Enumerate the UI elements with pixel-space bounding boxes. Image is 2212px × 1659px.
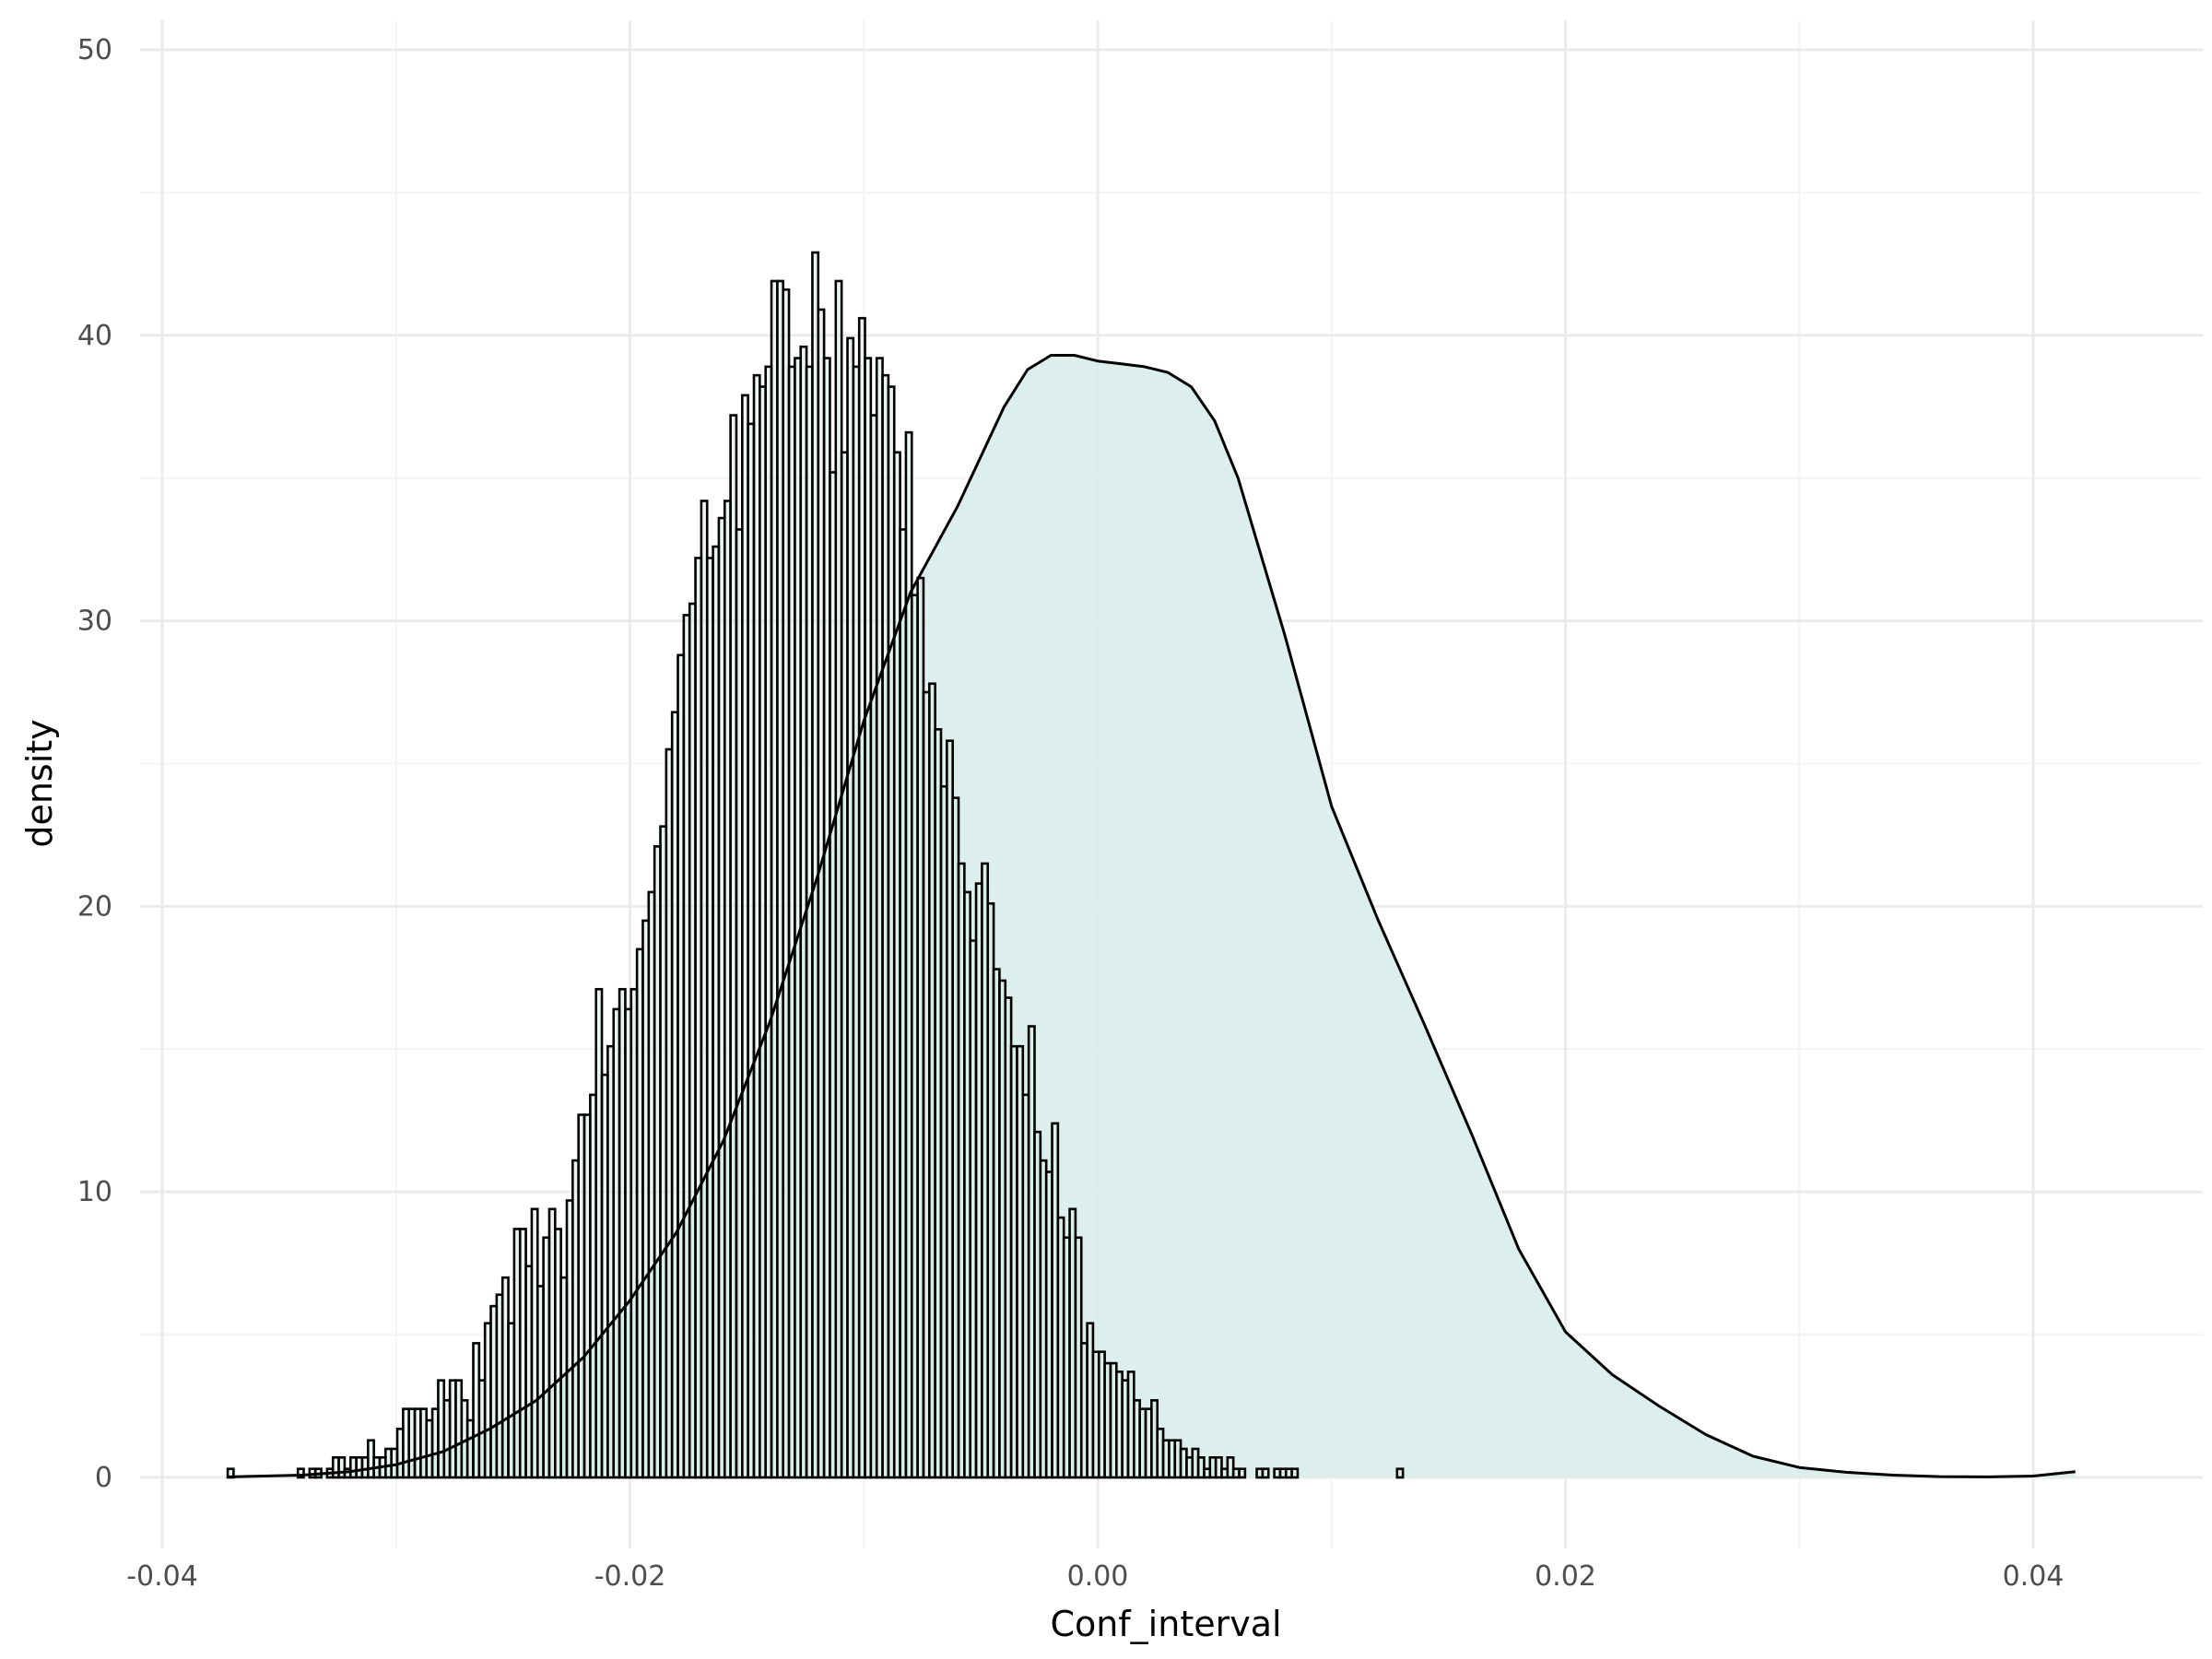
histogram-bar bbox=[296, 1467, 305, 1479]
histogram-bar bbox=[1196, 1456, 1206, 1479]
x-tick-label: -0.04 bbox=[126, 1560, 198, 1593]
x-axis-title: Conf_interval bbox=[1050, 1604, 1281, 1644]
x-tick-label: 0.00 bbox=[1067, 1560, 1129, 1593]
x-axis-tick-labels: -0.04 -0.02 0.00 0.02 0.04 bbox=[126, 1560, 2064, 1593]
y-axis-title: density bbox=[19, 719, 60, 847]
histogram-bar bbox=[1238, 1467, 1247, 1479]
histogram-bar bbox=[1261, 1467, 1270, 1479]
histogram-bars bbox=[226, 251, 2076, 1479]
density-line bbox=[228, 354, 2076, 1478]
histogram-bar bbox=[1395, 1467, 1405, 1479]
y-tick-label: 0 bbox=[95, 1462, 112, 1494]
y-axis-tick-labels: 0 10 20 30 40 50 bbox=[77, 34, 112, 1494]
histogram-bar bbox=[337, 1456, 347, 1479]
histogram-bar bbox=[1214, 1456, 1223, 1479]
histogram-bar bbox=[1290, 1467, 1300, 1479]
x-tick-label: 0.02 bbox=[1535, 1560, 1596, 1593]
y-tick-label: 10 bbox=[77, 1176, 112, 1208]
y-tick-label: 40 bbox=[77, 320, 112, 352]
y-tick-label: 50 bbox=[77, 34, 112, 66]
x-tick-label: -0.02 bbox=[594, 1560, 666, 1593]
x-tick-label: 0.04 bbox=[2003, 1560, 2065, 1593]
y-tick-label: 30 bbox=[77, 606, 112, 638]
y-tick-label: 20 bbox=[77, 890, 112, 923]
density-curve-group bbox=[228, 354, 2076, 1478]
histogram-bar bbox=[1226, 1456, 1235, 1479]
density-area bbox=[228, 355, 2076, 1477]
